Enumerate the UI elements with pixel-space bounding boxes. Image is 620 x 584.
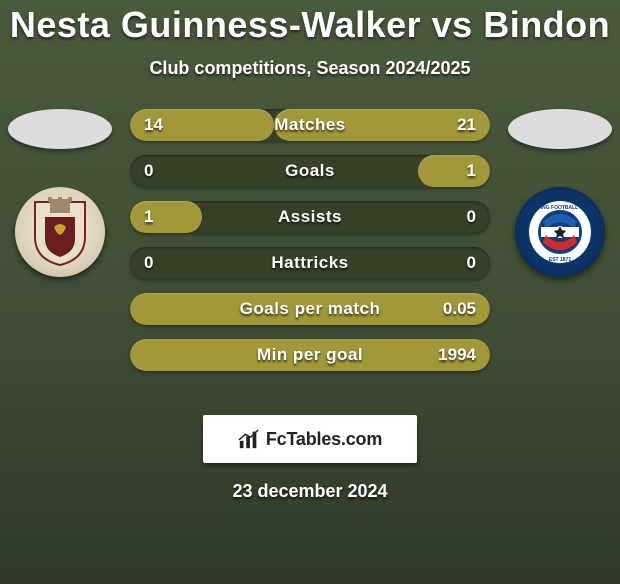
brand-label: FcTables.com (266, 429, 382, 450)
svg-text:READING FOOTBALL CLUB: READING FOOTBALL CLUB (527, 205, 593, 211)
stat-row: Goals01 (130, 155, 490, 187)
stat-bars: Matches1421 Goals01 Assists10 Hattricks00 Go… (130, 109, 490, 385)
date-label: 23 december 2024 (0, 481, 620, 502)
brand-badge: FcTables.com (203, 415, 417, 463)
stat-row: Min per goal1994 (130, 339, 490, 371)
left-player-column (0, 109, 120, 277)
stat-row: Matches1421 (130, 109, 490, 141)
page-title: Nesta Guinness-Walker vs Bindon (0, 4, 620, 46)
left-flag (8, 109, 112, 149)
bar-fill-left (130, 109, 274, 141)
club-crest-icon: READING FOOTBALL CLUB EST 1871 (527, 199, 593, 265)
bar-fill-left (130, 201, 202, 233)
bar-track (130, 339, 490, 371)
bar-track (130, 293, 490, 325)
stat-row: Hattricks00 (130, 247, 490, 279)
bar-fill-right (130, 339, 490, 371)
bar-track (130, 247, 490, 279)
right-player-column: READING FOOTBALL CLUB EST 1871 (500, 109, 620, 277)
stat-row: Goals per match0.05 (130, 293, 490, 325)
stat-row: Assists10 (130, 201, 490, 233)
bar-fill-right (130, 293, 490, 325)
left-club-badge (15, 187, 105, 277)
right-flag (508, 109, 612, 149)
subtitle: Club competitions, Season 2024/2025 (0, 58, 620, 79)
shield-icon (30, 197, 90, 267)
bar-track (130, 201, 490, 233)
comparison-panel: READING FOOTBALL CLUB EST 1871 Matches14… (0, 109, 620, 399)
bar-fill-right (274, 109, 490, 141)
svg-text:EST 1871: EST 1871 (549, 257, 571, 263)
right-club-badge: READING FOOTBALL CLUB EST 1871 (515, 187, 605, 277)
bar-track (130, 109, 490, 141)
bar-fill-right (418, 155, 490, 187)
bar-track (130, 155, 490, 187)
bar-chart-icon (238, 428, 260, 450)
